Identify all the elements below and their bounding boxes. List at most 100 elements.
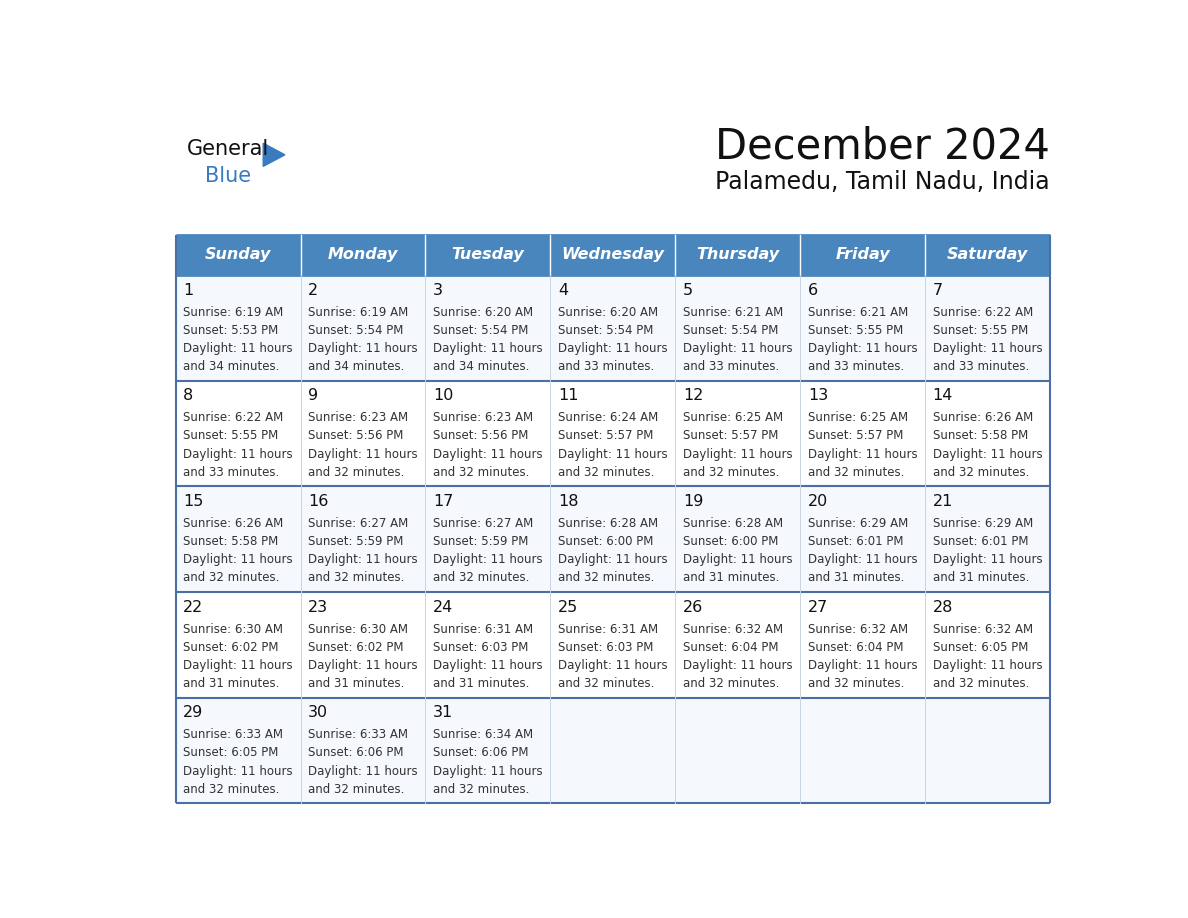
Text: Sunset: 6:03 PM: Sunset: 6:03 PM	[558, 641, 653, 654]
Text: and 31 minutes.: and 31 minutes.	[434, 677, 530, 690]
Text: Friday: Friday	[835, 248, 890, 263]
Text: Sunset: 6:00 PM: Sunset: 6:00 PM	[683, 535, 778, 548]
Text: and 32 minutes.: and 32 minutes.	[558, 465, 655, 478]
Text: Sunset: 6:05 PM: Sunset: 6:05 PM	[183, 746, 279, 759]
Text: and 32 minutes.: and 32 minutes.	[808, 677, 904, 690]
Text: Sunset: 5:59 PM: Sunset: 5:59 PM	[434, 535, 529, 548]
Bar	[925, 487, 1050, 592]
Text: Sunrise: 6:23 AM: Sunrise: 6:23 AM	[308, 411, 409, 424]
Text: Daylight: 11 hours: Daylight: 11 hours	[683, 341, 792, 355]
Text: 24: 24	[434, 599, 454, 614]
Text: Sunset: 6:05 PM: Sunset: 6:05 PM	[933, 641, 1028, 654]
Text: 4: 4	[558, 283, 568, 297]
Text: Daylight: 11 hours: Daylight: 11 hours	[434, 554, 543, 566]
Text: Sunrise: 6:29 AM: Sunrise: 6:29 AM	[933, 517, 1032, 530]
Text: Daylight: 11 hours: Daylight: 11 hours	[183, 448, 293, 461]
Text: Daylight: 11 hours: Daylight: 11 hours	[558, 554, 668, 566]
Text: Sunrise: 6:33 AM: Sunrise: 6:33 AM	[308, 728, 409, 742]
Bar	[301, 487, 425, 592]
Text: Sunrise: 6:32 AM: Sunrise: 6:32 AM	[683, 622, 783, 635]
Bar	[425, 381, 550, 487]
Text: 26: 26	[683, 599, 703, 614]
Bar	[925, 592, 1050, 698]
Bar	[425, 487, 550, 592]
Bar	[925, 698, 1050, 803]
Text: and 33 minutes.: and 33 minutes.	[183, 465, 279, 478]
Bar	[675, 698, 800, 803]
Text: Sunrise: 6:21 AM: Sunrise: 6:21 AM	[808, 306, 908, 319]
Text: Daylight: 11 hours: Daylight: 11 hours	[933, 659, 1042, 672]
Text: 1: 1	[183, 283, 194, 297]
Text: and 33 minutes.: and 33 minutes.	[558, 360, 655, 373]
Text: Wednesday: Wednesday	[561, 248, 664, 263]
Text: Sunset: 5:54 PM: Sunset: 5:54 PM	[308, 324, 404, 337]
Bar	[301, 381, 425, 487]
Bar	[176, 487, 301, 592]
Text: Daylight: 11 hours: Daylight: 11 hours	[308, 448, 418, 461]
Text: 11: 11	[558, 388, 579, 403]
Text: and 34 minutes.: and 34 minutes.	[183, 360, 279, 373]
Text: 30: 30	[308, 705, 328, 721]
Bar	[425, 274, 550, 381]
Text: and 32 minutes.: and 32 minutes.	[183, 571, 279, 585]
Bar	[675, 381, 800, 487]
Text: December 2024: December 2024	[715, 126, 1050, 168]
Text: 27: 27	[808, 599, 828, 614]
Text: Sunrise: 6:21 AM: Sunrise: 6:21 AM	[683, 306, 783, 319]
Text: 6: 6	[808, 283, 817, 297]
Text: and 31 minutes.: and 31 minutes.	[183, 677, 279, 690]
Text: Sunrise: 6:20 AM: Sunrise: 6:20 AM	[558, 306, 658, 319]
Text: Sunrise: 6:26 AM: Sunrise: 6:26 AM	[183, 517, 284, 530]
Text: Sunrise: 6:30 AM: Sunrise: 6:30 AM	[308, 622, 409, 635]
Text: Sunset: 5:59 PM: Sunset: 5:59 PM	[308, 535, 404, 548]
Text: and 31 minutes.: and 31 minutes.	[933, 571, 1029, 585]
Text: Sunrise: 6:25 AM: Sunrise: 6:25 AM	[683, 411, 783, 424]
Bar	[550, 381, 675, 487]
Text: Sunrise: 6:19 AM: Sunrise: 6:19 AM	[183, 306, 284, 319]
Bar	[925, 381, 1050, 487]
Text: Daylight: 11 hours: Daylight: 11 hours	[434, 448, 543, 461]
Text: and 32 minutes.: and 32 minutes.	[683, 677, 779, 690]
Text: Daylight: 11 hours: Daylight: 11 hours	[808, 341, 917, 355]
Text: Sunset: 6:03 PM: Sunset: 6:03 PM	[434, 641, 529, 654]
Text: Sunset: 6:06 PM: Sunset: 6:06 PM	[308, 746, 404, 759]
Text: 29: 29	[183, 705, 203, 721]
Text: 13: 13	[808, 388, 828, 403]
Text: 8: 8	[183, 388, 194, 403]
Text: Sunset: 6:01 PM: Sunset: 6:01 PM	[808, 535, 903, 548]
Text: Daylight: 11 hours: Daylight: 11 hours	[434, 341, 543, 355]
Text: 2: 2	[308, 283, 318, 297]
Text: Sunrise: 6:22 AM: Sunrise: 6:22 AM	[933, 306, 1032, 319]
Text: Sunrise: 6:32 AM: Sunrise: 6:32 AM	[933, 622, 1032, 635]
Text: Sunrise: 6:27 AM: Sunrise: 6:27 AM	[434, 517, 533, 530]
Text: Sunset: 5:57 PM: Sunset: 5:57 PM	[683, 430, 778, 442]
Bar	[800, 487, 925, 592]
Text: Sunrise: 6:22 AM: Sunrise: 6:22 AM	[183, 411, 284, 424]
Text: Daylight: 11 hours: Daylight: 11 hours	[683, 554, 792, 566]
Bar	[675, 274, 800, 381]
Text: Sunrise: 6:34 AM: Sunrise: 6:34 AM	[434, 728, 533, 742]
Bar	[176, 381, 301, 487]
Text: Sunrise: 6:19 AM: Sunrise: 6:19 AM	[308, 306, 409, 319]
Text: and 32 minutes.: and 32 minutes.	[434, 783, 530, 796]
Text: and 32 minutes.: and 32 minutes.	[683, 465, 779, 478]
Text: 28: 28	[933, 599, 953, 614]
Text: Sunrise: 6:27 AM: Sunrise: 6:27 AM	[308, 517, 409, 530]
Text: 16: 16	[308, 494, 329, 509]
Text: and 32 minutes.: and 32 minutes.	[933, 465, 1029, 478]
Text: 15: 15	[183, 494, 204, 509]
Text: Sunset: 5:54 PM: Sunset: 5:54 PM	[558, 324, 653, 337]
Text: Thursday: Thursday	[696, 248, 779, 263]
Text: Daylight: 11 hours: Daylight: 11 hours	[683, 659, 792, 672]
Bar	[800, 381, 925, 487]
Text: and 34 minutes.: and 34 minutes.	[434, 360, 530, 373]
Text: Daylight: 11 hours: Daylight: 11 hours	[808, 659, 917, 672]
Text: Blue: Blue	[206, 165, 251, 185]
Text: Daylight: 11 hours: Daylight: 11 hours	[308, 341, 418, 355]
Text: Daylight: 11 hours: Daylight: 11 hours	[558, 448, 668, 461]
Text: Sunrise: 6:32 AM: Sunrise: 6:32 AM	[808, 622, 908, 635]
Text: 18: 18	[558, 494, 579, 509]
Text: and 33 minutes.: and 33 minutes.	[683, 360, 779, 373]
Text: Daylight: 11 hours: Daylight: 11 hours	[308, 765, 418, 778]
Text: Monday: Monday	[328, 248, 398, 263]
